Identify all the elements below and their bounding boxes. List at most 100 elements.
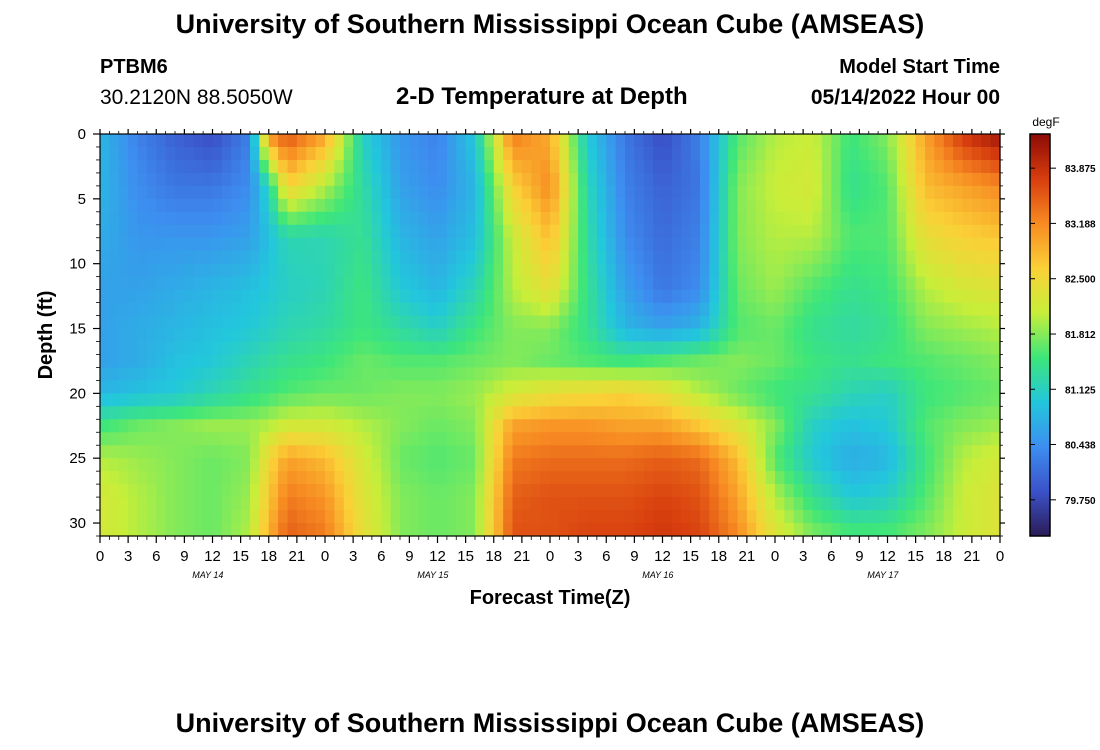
heatmap-cell (296, 419, 307, 433)
footer-title: University of Southern Mississippi Ocean… (175, 708, 925, 738)
heatmap-cell (850, 211, 860, 226)
heatmap-cell (868, 159, 879, 174)
heatmap-cell (353, 406, 364, 420)
heatmap-cell (493, 380, 504, 394)
heatmap-cell (671, 198, 682, 213)
heatmap-cell (128, 406, 139, 420)
heatmap-cell (559, 250, 570, 265)
heatmap-cell (953, 315, 964, 330)
heatmap-cell (850, 523, 860, 537)
heatmap-cell (887, 263, 898, 278)
heatmap-cell (193, 484, 204, 498)
heatmap-cell (915, 445, 926, 459)
heatmap-cell (671, 406, 682, 420)
heatmap-cell (325, 523, 335, 537)
heatmap-cell (203, 302, 214, 317)
heatmap-cell (840, 497, 851, 511)
heatmap-cell (418, 341, 429, 356)
heatmap-cell (943, 419, 954, 433)
heatmap-cell (775, 458, 785, 472)
heatmap-cell (428, 146, 439, 161)
heatmap-cell (709, 458, 720, 472)
heatmap-cell (156, 289, 167, 304)
heatmap-cell (990, 159, 1001, 174)
heatmap-cell (334, 484, 345, 498)
heatmap-cell (315, 445, 326, 459)
heatmap-cell (418, 315, 429, 330)
heatmap-cell (118, 289, 129, 304)
heatmap-cell (221, 406, 232, 420)
heatmap-cell (587, 172, 598, 187)
date-label: MAY 16 (642, 570, 673, 580)
heatmap-cell (484, 523, 495, 537)
heatmap-cell (859, 185, 870, 200)
heatmap-cell (803, 224, 814, 239)
heatmap-cell (484, 289, 495, 304)
heatmap-cell (231, 497, 242, 511)
heatmap-cell (362, 367, 373, 381)
heatmap-cell (296, 484, 307, 498)
heatmap-cell (531, 458, 542, 472)
heatmap-cell (306, 289, 317, 304)
heatmap-cell (906, 146, 917, 161)
heatmap-cell (362, 289, 373, 304)
heatmap-cell (193, 146, 204, 161)
heatmap-cell (484, 510, 495, 524)
heatmap-cell (371, 289, 382, 304)
heatmap-cell (128, 419, 139, 433)
heatmap-cell (662, 497, 673, 511)
heatmap-cell (231, 276, 242, 291)
heatmap-cell (409, 419, 420, 433)
heatmap-cell (193, 211, 204, 226)
heatmap-cell (737, 134, 748, 148)
heatmap-cell (521, 367, 532, 381)
heatmap-cell (203, 510, 214, 524)
heatmap-cell (390, 250, 401, 265)
heatmap-cell (943, 510, 954, 524)
heatmap-cell (793, 523, 804, 537)
heatmap-cell (231, 302, 242, 317)
heatmap-cell (334, 445, 345, 459)
x-tick-label: 21 (964, 548, 981, 565)
heatmap-cell (868, 276, 879, 291)
heatmap-cell (259, 185, 270, 200)
heatmap-cell (831, 250, 842, 265)
heatmap-cell (971, 458, 982, 472)
heatmap-cell (831, 159, 842, 174)
heatmap-cell (596, 315, 607, 330)
heatmap-cell (325, 471, 335, 485)
heatmap-cell (371, 471, 382, 485)
heatmap-cell (250, 471, 260, 485)
heatmap-cell (943, 224, 954, 239)
heatmap-cell (625, 484, 635, 498)
heatmap-cell (334, 523, 345, 537)
heatmap-cell (484, 328, 495, 343)
heatmap-cell (615, 172, 626, 187)
heatmap-cell (221, 510, 232, 524)
heatmap-cell (906, 276, 917, 291)
heatmap-cell (943, 445, 954, 459)
heatmap-cell (981, 328, 992, 343)
heatmap-cell (540, 471, 551, 485)
heatmap-cell (587, 458, 598, 472)
heatmap-cell (690, 315, 701, 330)
heatmap-cell (643, 250, 654, 265)
heatmap-cell (109, 445, 120, 459)
heatmap-cell (559, 211, 570, 226)
heatmap-cell (315, 523, 326, 537)
heatmap-cell (343, 497, 354, 511)
heatmap-cell (137, 146, 148, 161)
heatmap-cell (484, 367, 495, 381)
heatmap-cell (437, 341, 448, 356)
heatmap-cell (390, 393, 401, 407)
heatmap-cell (446, 276, 457, 291)
heatmap-cell (100, 302, 110, 317)
heatmap-cell (746, 380, 757, 394)
heatmap-cell (925, 172, 935, 187)
heatmap-cell (596, 263, 607, 278)
heatmap-cell (840, 263, 851, 278)
heatmap-cell (831, 224, 842, 239)
heatmap-cell (803, 134, 814, 148)
heatmap-cell (362, 523, 373, 537)
heatmap-cell (765, 237, 776, 252)
